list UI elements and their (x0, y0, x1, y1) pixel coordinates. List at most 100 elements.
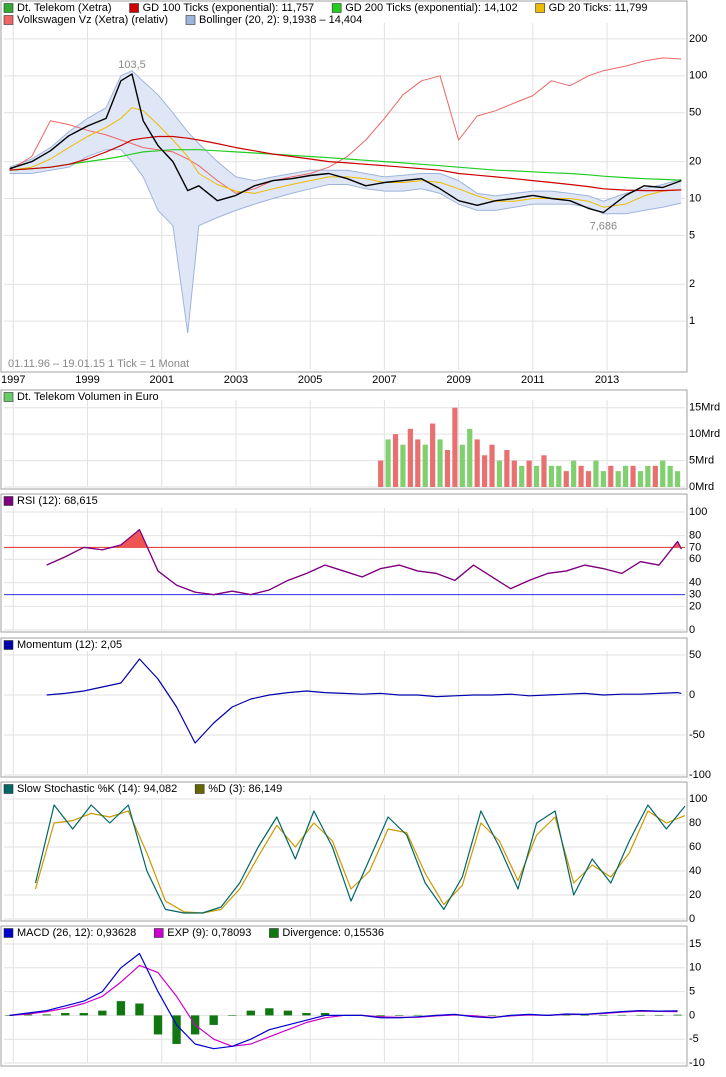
bar (637, 471, 644, 487)
bar (660, 460, 666, 487)
bar (283, 1010, 293, 1016)
legend-swatch (331, 3, 342, 13)
bar (444, 449, 451, 487)
legend-label: %D (3): 86,149 (208, 783, 282, 795)
bar (563, 471, 569, 487)
y-tick-label: 100 (689, 70, 707, 82)
series-line (46, 658, 682, 744)
y-tick-label: 10 (689, 962, 701, 974)
y-tick-label: 50 (689, 107, 701, 119)
y-tick-label: 40 (689, 577, 701, 589)
legend-swatch (129, 3, 139, 13)
band-fill (9, 70, 682, 334)
legend-label: MACD (26, 12): 0,93628 (17, 927, 136, 939)
bar (116, 1001, 126, 1016)
series-line (9, 57, 682, 194)
legend-swatch (153, 928, 164, 938)
bar (400, 444, 406, 487)
bar (489, 444, 495, 487)
bar (422, 444, 428, 487)
x-tick-label: 2001 (149, 374, 173, 386)
bar (413, 1014, 422, 1016)
y-tick-label: 100 (689, 506, 707, 518)
panel-frame (0, 781, 688, 922)
series-line (9, 107, 682, 208)
legend-label: RSI (12): 68,615 (17, 495, 98, 507)
bar (385, 439, 391, 487)
x-tick-label: 2003 (224, 374, 248, 386)
bar (153, 1015, 163, 1035)
bar (172, 1015, 181, 1044)
bar (467, 428, 473, 487)
y-tick-label: 0 (689, 624, 695, 636)
series-line (46, 529, 682, 596)
panel-frame (0, 637, 688, 778)
bar (562, 1014, 571, 1016)
bar (636, 1014, 645, 1016)
bar (23, 1014, 33, 1016)
bar (459, 444, 465, 487)
bar (630, 465, 636, 487)
bar (623, 465, 629, 487)
y-tick-label: 80 (689, 817, 701, 829)
panel-frame (0, 389, 688, 490)
bar (407, 428, 413, 487)
bar (578, 465, 584, 487)
legend-label: Slow Stochastic %K (14): 94,082 (17, 783, 177, 795)
y-tick-label: 15Mrd (689, 402, 720, 414)
x-tick-label: 2005 (298, 374, 322, 386)
series-line (9, 73, 682, 214)
legend-swatch (3, 392, 14, 402)
y-tick-label: 20 (689, 600, 701, 612)
legend-swatch (535, 3, 545, 13)
x-tick-label: 2011 (521, 374, 545, 386)
legend-swatch (3, 928, 14, 938)
bar (667, 465, 673, 487)
x-tick-label: 2013 (595, 374, 619, 386)
bar (571, 460, 577, 487)
bar (599, 1014, 608, 1016)
bar (228, 1015, 237, 1016)
bar (615, 471, 621, 487)
legend-label: EXP (9): 0,78093 (167, 927, 251, 939)
legend-swatch (3, 784, 14, 794)
bar (526, 460, 532, 487)
max-label: 103,5 (118, 59, 146, 71)
legend-swatch (269, 928, 279, 938)
legend-swatch (3, 496, 14, 506)
bar (548, 465, 554, 487)
y-tick-label: 200 (689, 33, 707, 45)
y-tick-label: 10Mrd (689, 428, 720, 440)
legend-swatch (3, 3, 14, 13)
x-tick-label: 2007 (372, 374, 396, 386)
bar (395, 1015, 404, 1016)
bar (654, 1015, 664, 1016)
bar (430, 423, 436, 487)
y-tick-label: 1 (689, 315, 695, 327)
bar (209, 1015, 218, 1025)
x-tick-label: 2009 (446, 374, 470, 386)
panel-frame (0, 0, 688, 373)
y-tick-label: 15 (689, 938, 701, 950)
legend-label: Momentum (12): 2,05 (17, 639, 122, 651)
bar (504, 449, 510, 487)
bar (645, 465, 651, 487)
bar (378, 460, 384, 487)
x-tick-label: 1997 (1, 374, 25, 386)
bar (452, 407, 458, 487)
bar (600, 471, 606, 487)
bar (320, 1013, 330, 1016)
y-tick-label: 5Mrd (689, 454, 714, 466)
bar (135, 1003, 144, 1016)
legend-label: Dt. Telekom (Xetra) (17, 2, 112, 14)
bar (61, 1013, 70, 1016)
y-tick-label: 20 (689, 889, 701, 901)
y-tick-label: -10 (689, 1057, 705, 1069)
y-tick-label: 50 (689, 649, 701, 661)
bar (674, 471, 681, 487)
panel-frame (0, 493, 688, 633)
bar (481, 455, 488, 487)
overbought-fill (83, 529, 681, 548)
